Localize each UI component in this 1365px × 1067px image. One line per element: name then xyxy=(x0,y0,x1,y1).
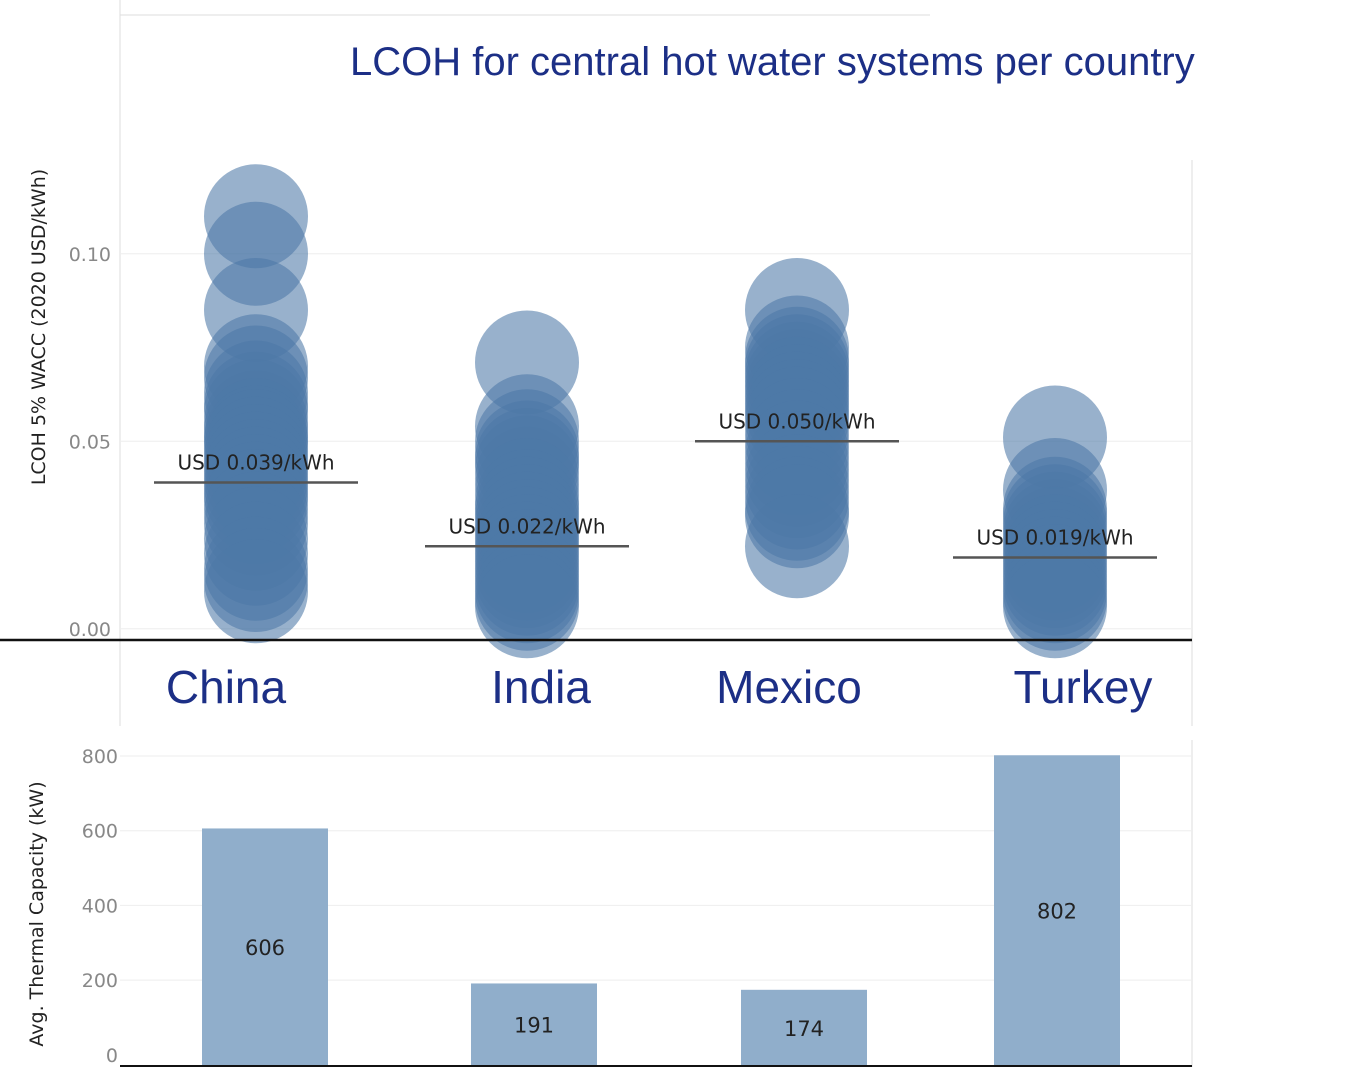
bottom-y-tick-labels: 0 200 400 600 800 xyxy=(82,746,118,1067)
median-label: USD 0.022/kWh xyxy=(448,514,605,538)
lcoh-bubble xyxy=(1003,554,1107,659)
top-y-tick-label: 0.00 xyxy=(69,619,111,641)
bottom-y-tick-label: 0 xyxy=(106,1045,118,1067)
capacity-bar-label: 802 xyxy=(1037,900,1077,924)
country-label: Mexico xyxy=(716,661,862,713)
chart-title: LCOH for central hot water systems per c… xyxy=(350,40,1195,84)
capacity-bar-label: 174 xyxy=(784,1017,824,1041)
bottom-y-tick-label: 400 xyxy=(82,895,118,917)
top-y-tick-labels: 0.00 0.05 0.10 xyxy=(69,244,111,641)
median-label: USD 0.039/kWh xyxy=(177,451,334,475)
median-lines: USD 0.039/kWh USD 0.022/kWh USD 0.050/kWh U… xyxy=(154,409,1157,559)
capacity-bar-labels: 606 191 174 802 xyxy=(245,900,1077,1041)
country-label: China xyxy=(166,661,287,713)
bottom-y-tick-label: 200 xyxy=(82,970,118,992)
capacity-bar xyxy=(741,989,867,1066)
capacity-bar-label: 606 xyxy=(245,936,285,960)
capacity-bar-label: 191 xyxy=(514,1014,554,1038)
country-label: India xyxy=(491,661,591,713)
lcoh-bubble xyxy=(745,494,849,599)
median-label: USD 0.050/kWh xyxy=(718,409,875,433)
bottom-y-axis-label: Avg. Thermal Capacity (kW) xyxy=(26,781,48,1046)
capacity-bar xyxy=(994,755,1120,1066)
capacity-bar xyxy=(202,828,328,1066)
lcoh-bubbles xyxy=(204,164,1107,659)
bottom-y-tick-label: 800 xyxy=(82,746,118,768)
capacity-bar xyxy=(471,983,597,1066)
top-y-axis-label: LCOH 5% WACC (2020 USD/kWh) xyxy=(28,169,50,485)
capacity-bars xyxy=(202,755,1120,1066)
bottom-y-tick-label: 600 xyxy=(82,821,118,843)
top-y-tick-label: 0.05 xyxy=(69,431,111,453)
median-label: USD 0.019/kWh xyxy=(976,526,1133,550)
country-label: Turkey xyxy=(1014,661,1153,713)
top-y-tick-label: 0.10 xyxy=(69,244,111,266)
country-labels: China India Mexico Turkey xyxy=(166,661,1153,713)
lcoh-bubble xyxy=(475,554,579,659)
lcoh-bubble xyxy=(204,539,308,644)
